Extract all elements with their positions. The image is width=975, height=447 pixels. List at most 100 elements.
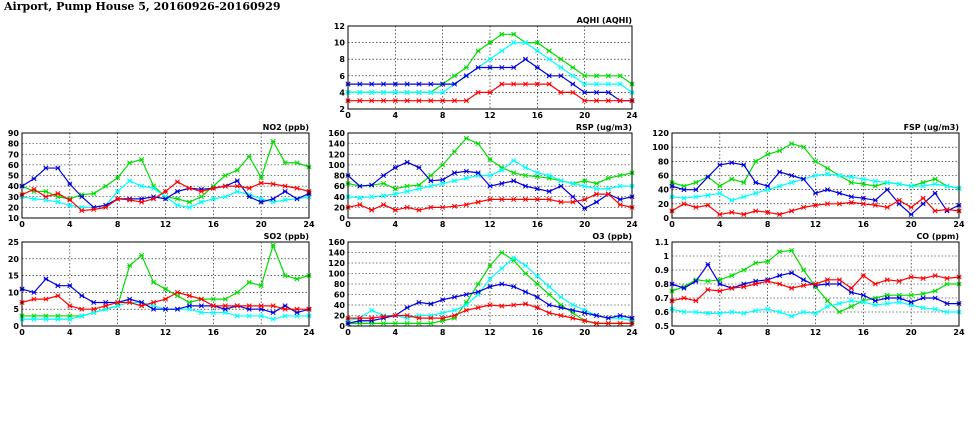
data-point [693, 204, 699, 210]
x-tick-label: 12 [160, 220, 171, 229]
y-tick-label: 50 [8, 172, 20, 181]
x-tick-label: 8 [440, 220, 446, 229]
data-point [705, 192, 711, 198]
data-point [765, 306, 771, 312]
data-point [705, 261, 711, 267]
data-point [416, 98, 422, 104]
data-point [824, 298, 831, 304]
data-point [246, 313, 252, 319]
data-point [499, 167, 505, 173]
data-point [558, 89, 564, 95]
data-point [705, 310, 711, 316]
data-point [380, 313, 387, 320]
plot-frame [347, 132, 633, 219]
data-point [127, 299, 133, 306]
data-point [570, 199, 576, 205]
data-point [282, 188, 288, 194]
x-tick-label: 0 [19, 328, 25, 337]
data-point [729, 209, 735, 215]
data-point [836, 309, 842, 315]
data-point [428, 98, 434, 104]
data-point [777, 309, 783, 315]
data-point [812, 310, 819, 316]
data-point [234, 303, 240, 309]
data-point [67, 202, 73, 208]
data-point [582, 196, 588, 202]
data-point [463, 64, 469, 71]
data-point [705, 278, 711, 284]
data-point [162, 296, 169, 302]
data-point [440, 180, 446, 187]
data-point [836, 172, 842, 179]
chart-so2: 0 4 8 12 16 20 24 0 5 10 15 20 25 SO2 (ppb) [8, 232, 315, 337]
data-point [511, 158, 517, 164]
data-point [499, 64, 505, 71]
chart-title: FSP (ug/m3) [904, 123, 959, 132]
data-point [31, 289, 37, 295]
x-tick-label: 4 [393, 111, 399, 120]
data-point [872, 183, 878, 189]
data-point [499, 303, 505, 309]
x-tick-label: 8 [115, 220, 121, 229]
data-point [777, 169, 783, 175]
data-point [258, 283, 264, 289]
data-point [499, 281, 505, 287]
data-point [872, 302, 878, 308]
y-tick-label: 60 [658, 172, 670, 181]
data-point [416, 207, 422, 213]
data-point [558, 56, 564, 62]
data-point [848, 199, 854, 205]
data-point [558, 178, 564, 184]
data-point [79, 306, 85, 312]
data-point [91, 206, 97, 213]
data-point [872, 202, 878, 208]
data-point [357, 315, 363, 321]
data-point [440, 81, 446, 87]
data-point [932, 295, 938, 301]
data-point [282, 160, 288, 166]
data-point [463, 175, 469, 181]
y-tick-label: 80 [8, 140, 20, 149]
data-point [534, 281, 540, 287]
data-point [139, 157, 145, 163]
data-point [944, 281, 950, 287]
data-point [605, 98, 611, 104]
data-point [174, 289, 181, 295]
data-point [246, 194, 252, 200]
data-point [582, 178, 588, 184]
data-point [534, 170, 540, 176]
data-point [103, 183, 109, 189]
data-point [198, 194, 204, 200]
data-point [546, 284, 552, 290]
x-tick-label: 16 [532, 111, 544, 120]
data-point [789, 172, 795, 179]
data-point [800, 176, 807, 182]
data-point [558, 199, 564, 205]
data-point [765, 183, 771, 189]
data-point [67, 316, 73, 322]
x-tick-label: 24 [953, 220, 965, 229]
data-point [908, 299, 914, 305]
data-point [908, 204, 914, 210]
x-tick-label: 0 [345, 220, 351, 229]
data-point [499, 81, 505, 87]
data-point [593, 191, 600, 197]
x-tick-label: 4 [67, 328, 73, 337]
data-point [392, 320, 398, 326]
data-point [824, 165, 831, 171]
data-point [475, 170, 481, 176]
data-point [546, 188, 552, 194]
data-point [681, 285, 687, 291]
data-point [392, 164, 398, 171]
x-tick-label: 4 [717, 220, 723, 229]
data-point [127, 197, 133, 203]
data-point [534, 273, 540, 279]
data-point [270, 316, 276, 322]
data-point [404, 204, 410, 210]
x-tick-label: 0 [669, 220, 675, 229]
data-point [246, 153, 252, 159]
data-point [546, 302, 552, 308]
data-point [487, 276, 493, 282]
data-point [31, 176, 37, 182]
data-point [369, 182, 375, 188]
